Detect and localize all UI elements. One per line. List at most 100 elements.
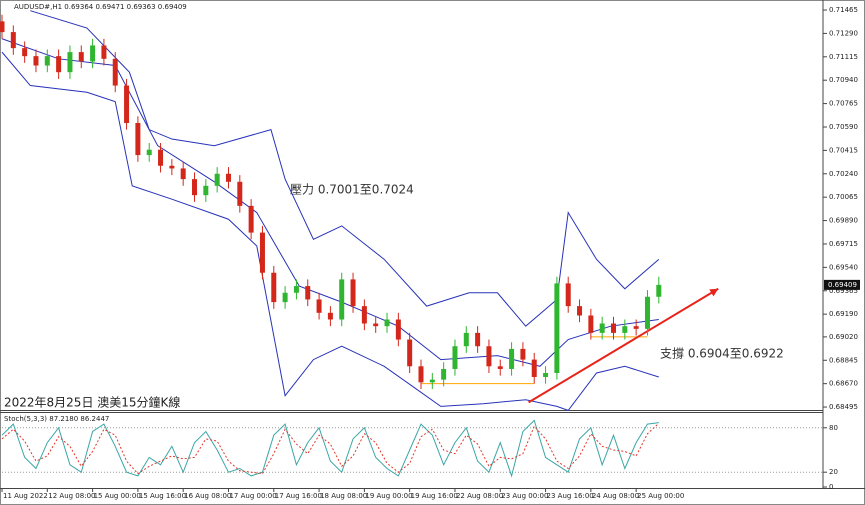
x-tick-label: 24 Aug 08:00 — [592, 492, 639, 500]
x-tick-label: 16 Aug 08:00 — [184, 492, 231, 500]
candle-body — [497, 366, 503, 369]
candle-body — [33, 56, 39, 66]
y-tick-label: 80 — [829, 424, 838, 432]
candle-body — [203, 185, 209, 196]
candle-body — [124, 85, 130, 123]
candle-body — [293, 286, 299, 293]
candle-body — [475, 332, 481, 347]
y-tick-label: 0.70765 — [829, 100, 858, 108]
candle-body — [316, 299, 322, 313]
x-tick-label: 23 Aug 16:00 — [547, 492, 594, 500]
candle-body — [565, 283, 571, 307]
candle-body — [22, 48, 28, 57]
candle-body — [271, 272, 277, 303]
annotation: 支撐 0.6904至0.6922 — [660, 347, 784, 361]
x-tick-label: 19 Aug 00:00 — [365, 492, 412, 500]
candle-body — [407, 339, 413, 367]
candle-body — [135, 122, 141, 156]
y-tick-label: 0.68670 — [829, 380, 858, 388]
chart-title: AUDUSD#,H1 0.69364 0.69471 0.69363 0.694… — [14, 3, 187, 11]
candle-body — [588, 315, 594, 333]
candle-body — [599, 323, 605, 333]
y-tick-label: 0.68495 — [829, 403, 858, 411]
y-tick-label: 0 — [829, 483, 833, 491]
y-tick-label: 0.69890 — [829, 217, 858, 225]
candle-body — [225, 173, 231, 182]
candle-body — [644, 296, 650, 329]
indicator-line — [1, 419, 659, 478]
candle-body — [112, 58, 118, 86]
candle-body — [429, 379, 435, 383]
x-tick-label: 25 Aug 00:00 — [637, 492, 684, 500]
y-tick-label: 0.69365 — [829, 287, 858, 295]
y-tick-label: 0.68845 — [829, 356, 858, 364]
candle-body — [259, 232, 265, 273]
candle-body — [146, 149, 152, 156]
candle-body — [192, 179, 198, 196]
candle-body — [67, 52, 73, 73]
candle-body — [577, 306, 583, 316]
candle-body — [0, 21, 5, 33]
arrow-head — [709, 288, 719, 297]
candle-body — [248, 205, 254, 233]
candle-body — [486, 346, 492, 367]
candle-body — [441, 368, 447, 380]
x-tick-label: 12 Aug 08:00 — [48, 492, 95, 500]
candle-body — [633, 326, 639, 329]
indicator-line — [30, 10, 660, 327]
candle-body — [520, 348, 526, 360]
candle-body — [214, 173, 220, 186]
candle-body — [101, 45, 107, 59]
candle-body — [531, 359, 537, 377]
candle-body — [305, 286, 311, 300]
x-tick-label: 22 Aug 08:00 — [456, 492, 503, 500]
candle-body — [78, 52, 84, 62]
y-tick-label: 0.69020 — [829, 333, 858, 341]
candle-body — [339, 279, 345, 320]
x-tick-label: 17 Aug 00:00 — [229, 492, 276, 500]
x-tick-label: 18 Aug 08:00 — [320, 492, 367, 500]
price-tag — [824, 279, 860, 290]
candle-body — [373, 323, 379, 327]
x-tick-label: 11 Aug 2022 — [3, 492, 48, 500]
candle-body — [158, 149, 164, 166]
candle-body — [395, 319, 401, 340]
candle-body — [350, 279, 356, 307]
candle-body — [169, 165, 175, 169]
candle-body — [282, 292, 288, 303]
annotation: 壓力 0.7001至0.7024 — [290, 183, 414, 197]
y-tick-label: 0.71115 — [829, 53, 858, 61]
x-tick-label: 15 Aug 16:00 — [139, 492, 186, 500]
candle-body — [418, 366, 424, 383]
x-tick-label: 19 Aug 16:00 — [411, 492, 458, 500]
x-tick-label: 23 Aug 00:00 — [501, 492, 548, 500]
candle-body — [361, 306, 367, 324]
candle-body — [56, 56, 62, 73]
price-tag-label: 0.69409 — [828, 281, 857, 289]
y-tick-label: 0.70415 — [829, 146, 858, 154]
x-tick-label: 15 Aug 00:00 — [94, 492, 141, 500]
y-tick-label: 0.70940 — [829, 76, 858, 84]
indicator-title: Stoch(5,3,3) 87.2180 86.2447 — [4, 415, 109, 423]
indicator-line — [1, 51, 659, 411]
candle-body — [509, 348, 515, 369]
y-tick-label: 0.70590 — [829, 123, 858, 131]
y-tick-label: 20 — [829, 468, 838, 476]
candle-body — [384, 319, 390, 327]
candle-body — [622, 326, 628, 333]
x-tick-label: 17 Aug 16:00 — [275, 492, 322, 500]
candle-body — [90, 45, 96, 62]
y-tick-label: 0.69190 — [829, 310, 858, 318]
candle-body — [543, 372, 549, 377]
y-tick-label: 0.69715 — [829, 240, 858, 248]
y-tick-label: 0.69540 — [829, 263, 858, 271]
candle-body — [180, 168, 186, 180]
candle-body — [327, 312, 333, 320]
candle-body — [44, 56, 50, 66]
y-tick-label: 0.71465 — [829, 6, 858, 14]
annotation: 2022年8月25日 澳美15分鐘K線 — [4, 395, 180, 410]
candle-body — [611, 323, 617, 333]
